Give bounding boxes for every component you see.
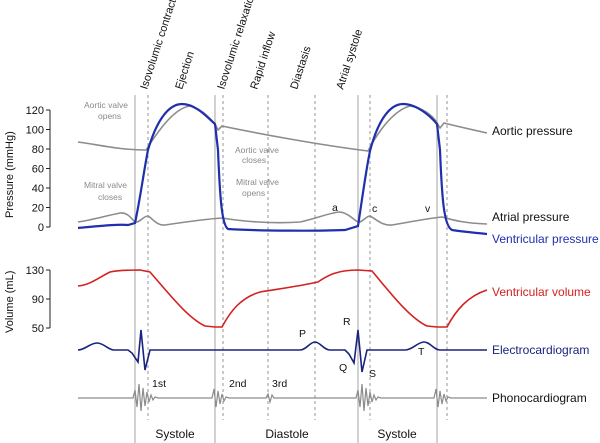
aortic-closes-line2: closes [242, 155, 266, 165]
heart-sound-1st: 1st [152, 378, 166, 390]
phase-labels: Isovolumic contraction Ejection Isovolum… [138, 0, 365, 91]
label-phonocardiogram: Phonocardiogram [492, 391, 587, 405]
aortic-opens-line2: opens [98, 111, 121, 121]
pressure-tick-60: 60 [32, 164, 44, 176]
label-aortic-pressure: Aortic pressure [492, 124, 573, 138]
ventricular-volume-trace [77, 269, 488, 328]
volume-tick-50: 50 [32, 323, 44, 335]
heart-sound-2nd: 2nd [229, 378, 247, 390]
pressure-tick-20: 20 [32, 203, 44, 215]
ecg-q-wave-label: Q [339, 362, 347, 374]
volume-axis-ticks [46, 269, 50, 329]
trace-labels: Aortic pressure Atrial pressure Ventricu… [492, 124, 599, 405]
ecg-trace [77, 329, 487, 373]
phase-atrial-systole: Atrial systole [334, 28, 365, 91]
wave-labels: a c v P Q R S T [299, 202, 431, 380]
pressure-tick-40: 40 [32, 183, 44, 195]
ecg-s-wave-label: S [369, 368, 376, 380]
ecg-p-wave-label: P [299, 328, 306, 340]
phase-rapid-inflow: Rapid inflow [248, 30, 278, 91]
atrial-c-wave-label: c [372, 203, 377, 215]
phase-ejection: Ejection [173, 50, 197, 91]
heart-sound-labels: 1st 2nd 3rd [152, 378, 287, 390]
mitral-opens-line2: opens [242, 188, 265, 198]
pressure-tick-120: 120 [26, 105, 44, 117]
heart-sound-3rd: 3rd [272, 378, 287, 390]
ecg-t-wave-label: T [418, 346, 425, 358]
aortic-opens-line1: Aortic valve [84, 100, 128, 110]
atrial-a-wave-label: a [332, 202, 338, 214]
pressure-tick-0: 0 [38, 222, 44, 234]
label-atrial-pressure: Atrial pressure [492, 210, 570, 224]
pressure-axis-ticks [46, 109, 50, 228]
pressure-tick-100: 100 [26, 125, 44, 137]
footer-systole-1: Systole [155, 427, 195, 441]
label-ventricular-volume: Ventricular volume [492, 285, 591, 299]
volume-axis-label: Volume (mL) [4, 271, 16, 333]
phase-divider-lines [134, 95, 448, 443]
footer-diastole: Diastole [265, 427, 309, 441]
volume-tick-90: 90 [32, 294, 44, 306]
ecg-r-wave-label: R [343, 316, 351, 328]
mitral-closes-line1: Mitral valve [84, 180, 127, 190]
pressure-tick-80: 80 [32, 144, 44, 156]
volume-tick-130: 130 [26, 265, 44, 277]
phase-diastasis: Diastasis [288, 44, 313, 91]
volume-axis: Volume (mL) 130 90 50 [4, 265, 51, 335]
cardiac-phase-footer: Systole Diastole Systole [155, 427, 417, 441]
valve-event-annotations: Aortic valve opens Aortic valve closes M… [84, 100, 279, 202]
phonocardiogram-trace [78, 383, 487, 412]
mitral-closes-line2: closes [98, 192, 122, 202]
label-ventricular-pressure: Ventricular pressure [492, 232, 599, 246]
mitral-opens-line1: Mitral valve [236, 177, 279, 187]
footer-systole-2: Systole [377, 427, 417, 441]
atrial-v-wave-label: v [425, 203, 431, 215]
pressure-axis: Pressure (mmHg) 120 100 80 60 40 20 0 [4, 105, 51, 234]
ventricular-pressure-trace [77, 102, 488, 236]
pressure-axis-label: Pressure (mmHg) [4, 131, 16, 218]
label-electrocardiogram: Electrocardiogram [492, 343, 589, 357]
aortic-closes-line1: Aortic valve [235, 145, 279, 155]
